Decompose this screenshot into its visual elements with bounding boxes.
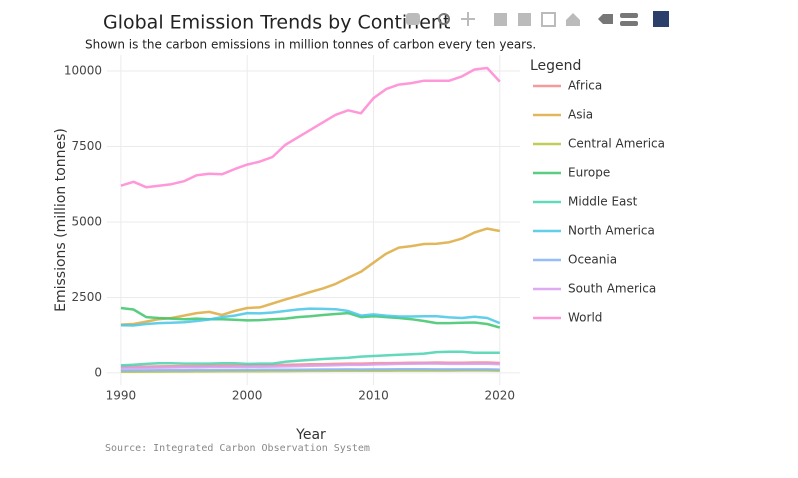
zoom-in-icon[interactable] xyxy=(494,13,507,26)
x-tick-label: 2010 xyxy=(358,389,389,403)
series-line xyxy=(120,66,501,189)
series-line xyxy=(120,227,501,326)
x-tick-label: 1990 xyxy=(106,389,137,403)
hover-compare-icon[interactable] xyxy=(620,21,638,26)
series-line xyxy=(120,307,501,327)
legend-label: Middle East xyxy=(568,195,638,209)
zoom-out-icon[interactable] xyxy=(518,13,531,26)
plotly-logo[interactable] xyxy=(653,11,669,27)
hover-closest-icon[interactable] xyxy=(620,13,638,18)
legend-label: Asia xyxy=(568,108,593,122)
legend-label: South America xyxy=(568,282,656,296)
y-tick-label: 10000 xyxy=(64,64,102,78)
pan-icon[interactable] xyxy=(461,12,475,26)
y-axis-title: Emissions (million tonnes) xyxy=(53,128,69,312)
y-tick-label: 2500 xyxy=(71,290,102,304)
legend-title: Legend xyxy=(530,58,581,74)
legend-label: Central America xyxy=(568,137,665,151)
home-icon[interactable] xyxy=(566,13,580,26)
series-line xyxy=(120,306,501,329)
series-line xyxy=(120,368,500,372)
autoscale-icon[interactable] xyxy=(541,12,556,27)
series-line xyxy=(120,350,500,367)
y-tick-label: 0 xyxy=(94,365,102,379)
legend-label: World xyxy=(568,311,602,325)
camera-icon[interactable] xyxy=(406,13,420,25)
x-tick-label: 2020 xyxy=(485,389,516,403)
x-axis-title: Year xyxy=(295,427,326,443)
source-note: Source: Integrated Carbon Observation Sy… xyxy=(105,443,370,454)
legend-label: Africa xyxy=(568,79,602,93)
legend-label: Europe xyxy=(568,166,610,180)
chart-subtitle: Shown is the carbon emissions in million… xyxy=(85,38,536,52)
modebar xyxy=(406,11,669,27)
spike-icon[interactable] xyxy=(598,14,613,24)
y-tick-label: 7500 xyxy=(71,139,102,153)
zoom-icon[interactable] xyxy=(438,13,450,25)
legend-label: North America xyxy=(568,224,655,238)
y-tick-label: 5000 xyxy=(71,214,102,228)
series-line xyxy=(120,362,500,370)
chart-title: Global Emission Trends by Continent xyxy=(103,12,450,34)
legend-label: Oceania xyxy=(568,253,617,267)
x-tick-label: 2000 xyxy=(232,389,263,403)
